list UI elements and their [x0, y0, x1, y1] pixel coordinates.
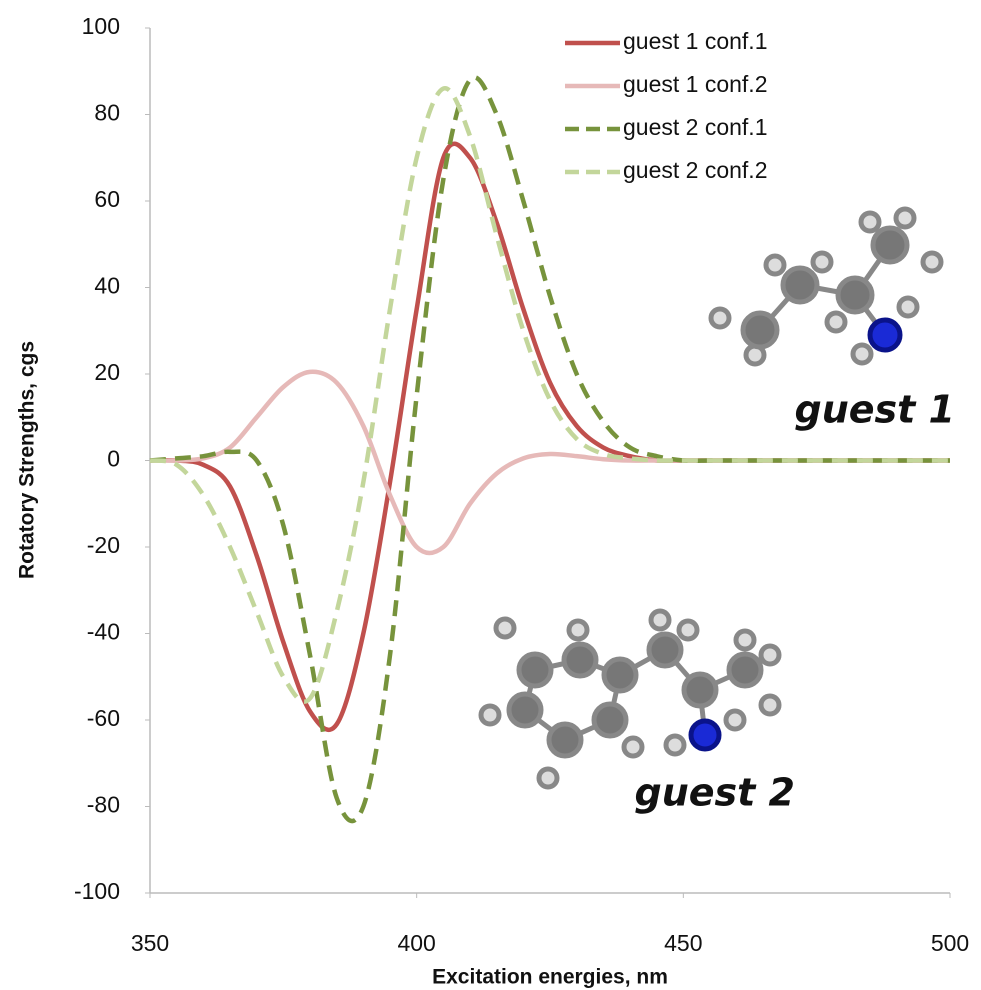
y-axis-title: Rotatory Strengths, cgs [16, 341, 39, 579]
molecule-guest-2 [481, 611, 779, 787]
y-tick-label: 80 [94, 100, 120, 126]
y-tick-label: 40 [94, 273, 120, 299]
y-tick-label: -80 [87, 792, 120, 818]
y-tick-label: -40 [87, 619, 120, 645]
y-tick-label: 60 [94, 186, 120, 212]
annotation: guest 2 [635, 771, 795, 815]
legend-label: guest 2 conf.1 [623, 114, 768, 140]
x-tick-label: 500 [931, 930, 969, 956]
x-tick-label: 450 [664, 930, 702, 956]
molecule-guest-1 [711, 209, 941, 364]
x-tick-label: 350 [131, 930, 169, 956]
y-tick-label: -60 [87, 705, 120, 731]
legend-label: guest 1 conf.1 [623, 28, 768, 54]
y-tick-label: -100 [74, 878, 120, 904]
y-tick-label: 100 [82, 13, 120, 39]
x-tick-label: 400 [397, 930, 435, 956]
chart: guest 1 guest 2 Excitation energies, nm … [0, 0, 981, 990]
legend-label: guest 2 conf.2 [623, 157, 768, 183]
legend-label: guest 1 conf.2 [623, 71, 768, 97]
y-tick-label: -20 [87, 532, 120, 558]
x-axis-title: Excitation energies, nm [432, 966, 668, 989]
line-series [150, 77, 950, 821]
y-tick-label: 20 [94, 359, 120, 385]
annotation: guest 1 [795, 388, 955, 432]
y-tick-label: 0 [107, 446, 120, 472]
